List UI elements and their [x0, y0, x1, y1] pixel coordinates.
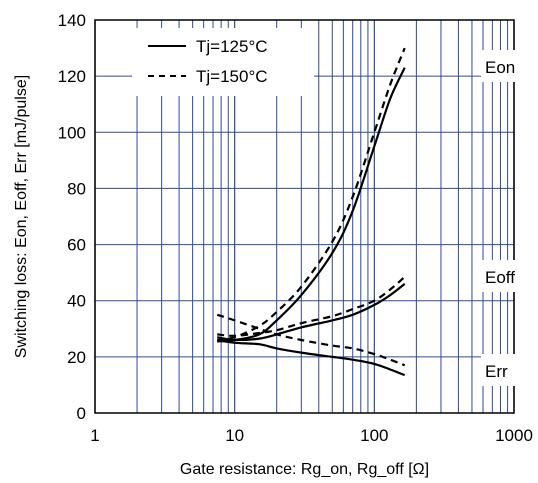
curve-label-eon: Eon	[485, 58, 515, 77]
y-axis-label: Switching loss: Eon, Eoff, Err [mJ/pulse…	[13, 75, 30, 358]
x-tick-label: 100	[360, 426, 388, 445]
curve-labels: Eon Eoff Err	[481, 50, 538, 386]
curve-label-err: Err	[485, 362, 508, 381]
legend-label-125: Tj=125°C	[196, 37, 268, 56]
legend-label-150: Tj=150°C	[196, 67, 268, 86]
curves	[216, 47, 406, 377]
curve-label-eon-background	[481, 50, 538, 82]
y-tick-label: 20	[67, 348, 86, 367]
y-tick-label: 60	[67, 236, 86, 255]
plot-frame	[94, 19, 515, 414]
curve-label-eoff: Eoff	[485, 268, 515, 287]
x-tick-label: 1	[90, 426, 99, 445]
y-tick-label: 120	[58, 67, 86, 86]
legend-background	[132, 28, 314, 96]
series-line-eon-125	[217, 67, 406, 343]
y-tick-label: 140	[58, 11, 86, 30]
tick-labels: 1 10 100 1000 0 20 40 60 80 100 120 140	[58, 11, 533, 445]
x-tick-label: 1000	[495, 426, 533, 445]
curve-label-err-background	[481, 354, 538, 386]
y-tick-label: 100	[58, 123, 86, 142]
series-line-eoff-125	[216, 283, 406, 342]
series-line-eon-150	[217, 47, 406, 342]
y-tick-label: 0	[77, 404, 86, 423]
curve-label-eoff-background	[481, 260, 538, 292]
legend: Tj=125°C Tj=150°C	[132, 28, 314, 96]
x-tick-label: 10	[225, 426, 244, 445]
series-line-eoff-150	[217, 276, 406, 337]
x-axis-label: Gate resistance: Rg_on, Rg_off [Ω]	[180, 461, 429, 478]
y-tick-label: 80	[67, 179, 86, 198]
y-tick-label: 40	[67, 292, 86, 311]
series-line-err-150	[216, 313, 406, 367]
series-line-err-125	[217, 338, 406, 377]
